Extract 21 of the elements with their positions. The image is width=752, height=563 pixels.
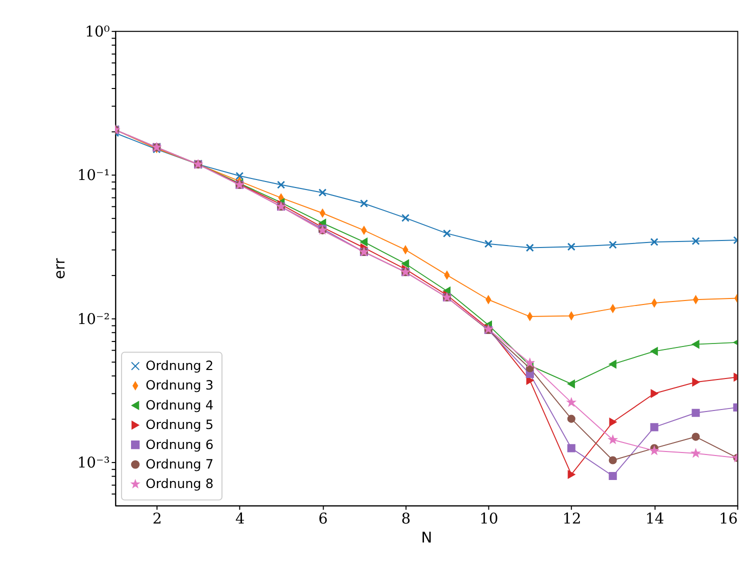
x-tick-label: 14 xyxy=(645,510,664,528)
legend-label: Ordnung 7 xyxy=(146,457,214,472)
x-tick-label: 12 xyxy=(562,510,582,528)
y-tick-label: 10⁻² xyxy=(77,310,110,328)
x-tick-label: 10 xyxy=(480,510,498,528)
legend-label: Ordnung 6 xyxy=(146,438,214,453)
y-tick-label: 10⁰ xyxy=(85,23,110,40)
x-tick-label: 16 xyxy=(718,510,738,528)
legend-label: Ordnung 8 xyxy=(146,477,214,492)
legend-label: Ordnung 4 xyxy=(146,398,214,414)
x-tick-label: 6 xyxy=(318,510,328,528)
x-axis-title: N xyxy=(421,529,432,546)
legend-label: Ordnung 5 xyxy=(146,418,214,434)
y-axis-title: err xyxy=(51,257,68,280)
x-tick-label: 2 xyxy=(152,510,162,528)
legend-label: Ordnung 3 xyxy=(146,378,214,394)
y-tick-label: 10⁻¹ xyxy=(77,167,110,184)
x-tick-label: 4 xyxy=(235,510,245,528)
x-tick-label: 8 xyxy=(401,510,411,528)
legend-label: Ordnung 2 xyxy=(146,359,214,374)
y-tick-label: 10⁻³ xyxy=(77,454,110,472)
